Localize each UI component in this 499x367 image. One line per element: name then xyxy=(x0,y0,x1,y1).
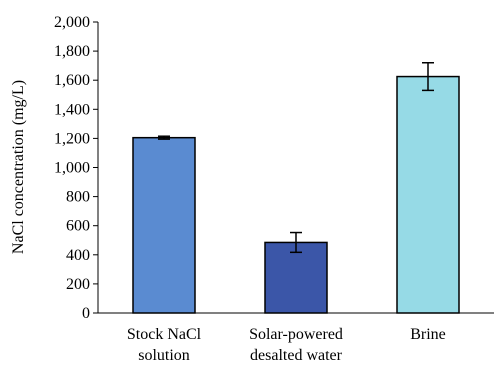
x-tick-label: solution xyxy=(138,347,190,364)
y-tick-label: 800 xyxy=(66,189,90,206)
x-tick-label: Solar-powered xyxy=(249,326,343,343)
x-tick-labels: Stock NaCl solution Solar-powered desalted … xyxy=(127,326,446,364)
bars xyxy=(132,75,460,314)
y-tick-label: 1,200 xyxy=(54,130,90,147)
y-tick-label: 600 xyxy=(66,218,90,235)
bar xyxy=(132,136,196,314)
y-tick-label: 0 xyxy=(82,305,90,322)
bar xyxy=(264,241,328,314)
x-tick-label: Brine xyxy=(410,326,446,343)
y-tick-label: 1,000 xyxy=(54,160,90,177)
x-tick-label: Stock NaCl xyxy=(127,326,202,343)
y-tick-label: 400 xyxy=(66,247,90,264)
error-bars xyxy=(158,61,434,254)
y-axis: 0 200 400 600 800 1,000 1,200 1,400 1,600 1,800 2,… xyxy=(54,14,99,322)
y-axis-title: NaCl concentration (mg/L) xyxy=(10,80,27,254)
y-tick-label: 2,000 xyxy=(54,14,90,31)
x-tick-label: desalted water xyxy=(250,347,343,364)
y-tick-label: 200 xyxy=(66,276,90,293)
y-tick-label: 1,800 xyxy=(54,43,90,60)
bar xyxy=(396,75,460,314)
y-tick-label: 1,400 xyxy=(54,101,90,118)
y-tick-label: 1,600 xyxy=(54,72,90,89)
